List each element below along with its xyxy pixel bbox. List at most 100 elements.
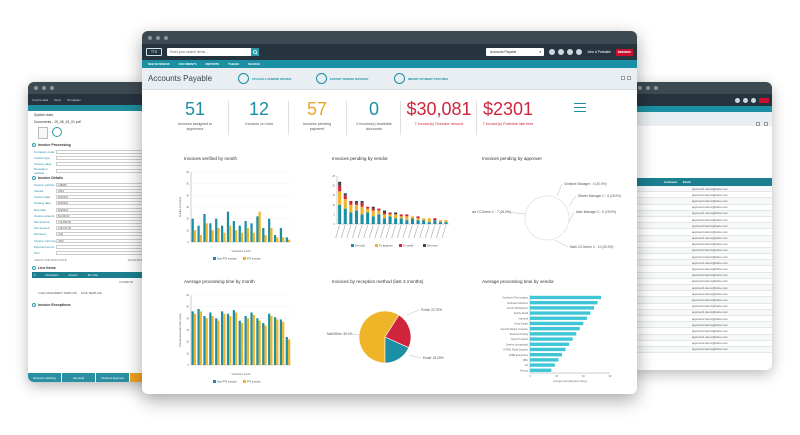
left-tab-docs[interactable]: Docs xyxy=(54,97,62,102)
table-row[interactable]: approver3.demo@twine.com xyxy=(632,223,772,230)
bar-non-po xyxy=(232,221,235,242)
request-matching-button[interactable]: Request matching xyxy=(28,373,61,382)
nav-reports[interactable]: REPORTS xyxy=(205,62,220,66)
vendor-label: Jewelry Incorporated xyxy=(506,343,529,346)
window-control-icon[interactable] xyxy=(627,76,631,80)
table-row[interactable]: approver2.demo@twine.com xyxy=(632,192,772,199)
table-row[interactable]: approver1.demo@twine.com xyxy=(632,186,772,193)
table-row[interactable]: approver2.demo@twine.com xyxy=(632,341,772,347)
table-row[interactable]: approver4.demo@twine.com xyxy=(632,229,772,236)
x-axis-label: Verification month xyxy=(231,250,251,253)
search-button[interactable] xyxy=(251,48,259,56)
info-icon[interactable] xyxy=(557,49,564,55)
system-data-row[interactable]: System data xyxy=(28,111,163,118)
chart-reception-method[interactable]: Mail/Other: 59.0% Portal: 22.75% Email: 18… xyxy=(325,289,465,389)
user-name[interactable]: John A Parkdale xyxy=(586,50,611,54)
table-row[interactable]: approver4.demo@twine.com xyxy=(632,205,772,211)
section-line-items[interactable]: Line Items xyxy=(28,264,163,272)
table-row[interactable]: approver2.demo@twine.com xyxy=(632,316,772,323)
hamburger-menu-icon[interactable] xyxy=(574,103,586,115)
chevron-down-icon: ▾ xyxy=(539,50,541,54)
table-row[interactable]: approver1.demo@twine.com xyxy=(632,309,772,316)
table-row[interactable]: approver1.demo@twine.com xyxy=(632,285,772,292)
table-row[interactable]: approver4.demo@twine.com xyxy=(632,328,772,335)
email-cell: approver1.demo@twine.com xyxy=(692,236,728,241)
email-cell: approver3.demo@twine.com xyxy=(692,248,728,253)
kpi-on-hold[interactable]: 12 Invoices on hold xyxy=(238,99,280,127)
page-controls xyxy=(621,76,631,80)
detail-fields: Invoice number 148960 Vendor 3234 Invoice da… xyxy=(28,182,163,256)
table-row[interactable]: approver3.demo@twine.com xyxy=(632,346,772,354)
table-row[interactable]: approver1.demo@twine.com xyxy=(632,260,772,267)
window-control-icon[interactable] xyxy=(621,76,625,80)
section-invoice-exceptions[interactable]: Invoice Exceptions xyxy=(28,301,163,309)
kpi-late-fees[interactable]: $2301 7 invoice(s) Potential late fees xyxy=(480,99,536,127)
kpi-assigned[interactable]: 51 Invoices assigned to approvers xyxy=(172,99,218,131)
save-template-button[interactable]: SAVE TEMPLATE xyxy=(80,292,102,295)
action-label: IMPORT PAYMENT STATUSES xyxy=(408,76,449,81)
left-tab-invoice-data[interactable]: Invoice data xyxy=(32,97,49,102)
documents-row[interactable]: Documents - 19_08_15_01.pdf xyxy=(28,118,163,125)
kpi-pending-payment[interactable]: 57 Invoices pending payment xyxy=(296,99,338,131)
table-row[interactable]: approver2.demo@twine.com xyxy=(632,217,772,224)
table-row[interactable]: approver3.demo@twine.com xyxy=(632,272,772,279)
export-vendor-invoices-button[interactable]: EXPORT VENDOR INVOICES xyxy=(316,73,374,84)
table-row[interactable]: approver4.demo@twine.com xyxy=(632,304,772,310)
help-icon[interactable] xyxy=(735,97,740,103)
chart-verified-by-month[interactable]: 0 10 20 30 40 50 60 Number of invoices Verificat… xyxy=(177,166,297,271)
load-template-button[interactable]: LOAD ASSIGNMENT TEMPLATE xyxy=(38,292,77,295)
nav-search[interactable]: SEARCH xyxy=(248,62,260,66)
notification-icon[interactable] xyxy=(743,97,748,103)
bar-po xyxy=(287,339,291,365)
field-label: Invoice number xyxy=(34,182,55,187)
table-row[interactable]: approver3.demo@twine.com xyxy=(632,247,772,255)
search-icon xyxy=(252,49,258,55)
table-row[interactable]: approver4.demo@twine.com xyxy=(632,254,772,261)
table-row[interactable]: approver2.demo@twine.com xyxy=(632,242,772,248)
doc-thumbnail[interactable] xyxy=(38,127,48,139)
nav-tables[interactable]: TABLES xyxy=(228,62,240,66)
chart-pending-by-vendor[interactable]: 0 5 10 15 20 25 On hold To approve To verify Get … xyxy=(325,166,455,271)
x-tick-label: 60 xyxy=(582,375,585,378)
y-tick-label: 5 xyxy=(334,213,336,216)
table-row[interactable]: approver3.demo@twine.com xyxy=(632,198,772,205)
user-icon[interactable] xyxy=(751,97,756,103)
kpi-overdue[interactable]: $30,081 7 invoice(s) Overdue amount xyxy=(406,99,472,127)
table-row[interactable]: approver1.demo@twine.com xyxy=(632,210,772,217)
table-row[interactable]: approver3.demo@twine.com xyxy=(632,322,772,329)
get-audit-button[interactable]: Get audit xyxy=(62,373,95,382)
check-duplicate-button[interactable]: CHECK FOR DUPLICATE xyxy=(34,258,67,262)
x-tick-label xyxy=(402,224,408,239)
left-tab-templates[interactable]: Templates xyxy=(67,97,81,102)
notification-icon[interactable] xyxy=(566,49,573,55)
request-approval-button[interactable]: Request approval xyxy=(96,373,129,382)
bar-non-po xyxy=(209,312,212,365)
chart-processing-by-vendor[interactable]: Southwest Technologies Northeast Solution… xyxy=(472,289,622,389)
section-invoice-details[interactable]: Invoice Details xyxy=(28,174,163,182)
help-icon[interactable] xyxy=(548,49,555,55)
toolbar-icon[interactable] xyxy=(756,122,760,126)
nav-new-business[interactable]: NEW BUSINESS xyxy=(148,62,170,66)
chart-processing-by-month[interactable]: 0 10 20 30 40 50 60 Average processing time (da… xyxy=(177,289,297,389)
table-row[interactable]: approver2.demo@twine.com xyxy=(632,291,772,298)
email-cell: approver4.demo@twine.com xyxy=(692,304,728,309)
app-logo[interactable]: TTS xyxy=(146,48,162,56)
y-tick-label: 20 xyxy=(332,185,335,188)
chart-pending-by-approver[interactable]: Christine Manager : 4 (30.0%) Steven Mana… xyxy=(472,166,622,271)
module-select[interactable]: Accounts Payable ▾ xyxy=(485,48,544,56)
nav-documents[interactable]: DOCUMENTS xyxy=(178,62,197,66)
table-row[interactable]: approver4.demo@twine.com xyxy=(632,279,772,285)
section-invoice-processing[interactable]: Invoice Processing xyxy=(28,141,163,149)
table-row[interactable]: approver2.demo@twine.com xyxy=(632,266,772,273)
table-row[interactable]: approver1.demo@twine.com xyxy=(632,334,772,341)
user-avatar-icon[interactable] xyxy=(575,49,582,55)
edit-icon[interactable] xyxy=(52,127,62,137)
upload-vendor-invoice-button[interactable]: UPLOAD A VENDOR INVOICE xyxy=(238,73,296,84)
import-icon xyxy=(394,73,405,84)
kpi-discounts[interactable]: 0 0 invoice(s) Available discounts xyxy=(354,99,394,131)
toolbar-icon[interactable] xyxy=(764,122,768,126)
table-row[interactable]: approver3.demo@twine.com xyxy=(632,297,772,304)
search-input[interactable]: Enter your search terms... xyxy=(167,48,259,56)
table-row[interactable]: approver1.demo@twine.com xyxy=(632,235,772,242)
import-payment-statuses-button[interactable]: IMPORT PAYMENT STATUSES xyxy=(394,73,452,84)
